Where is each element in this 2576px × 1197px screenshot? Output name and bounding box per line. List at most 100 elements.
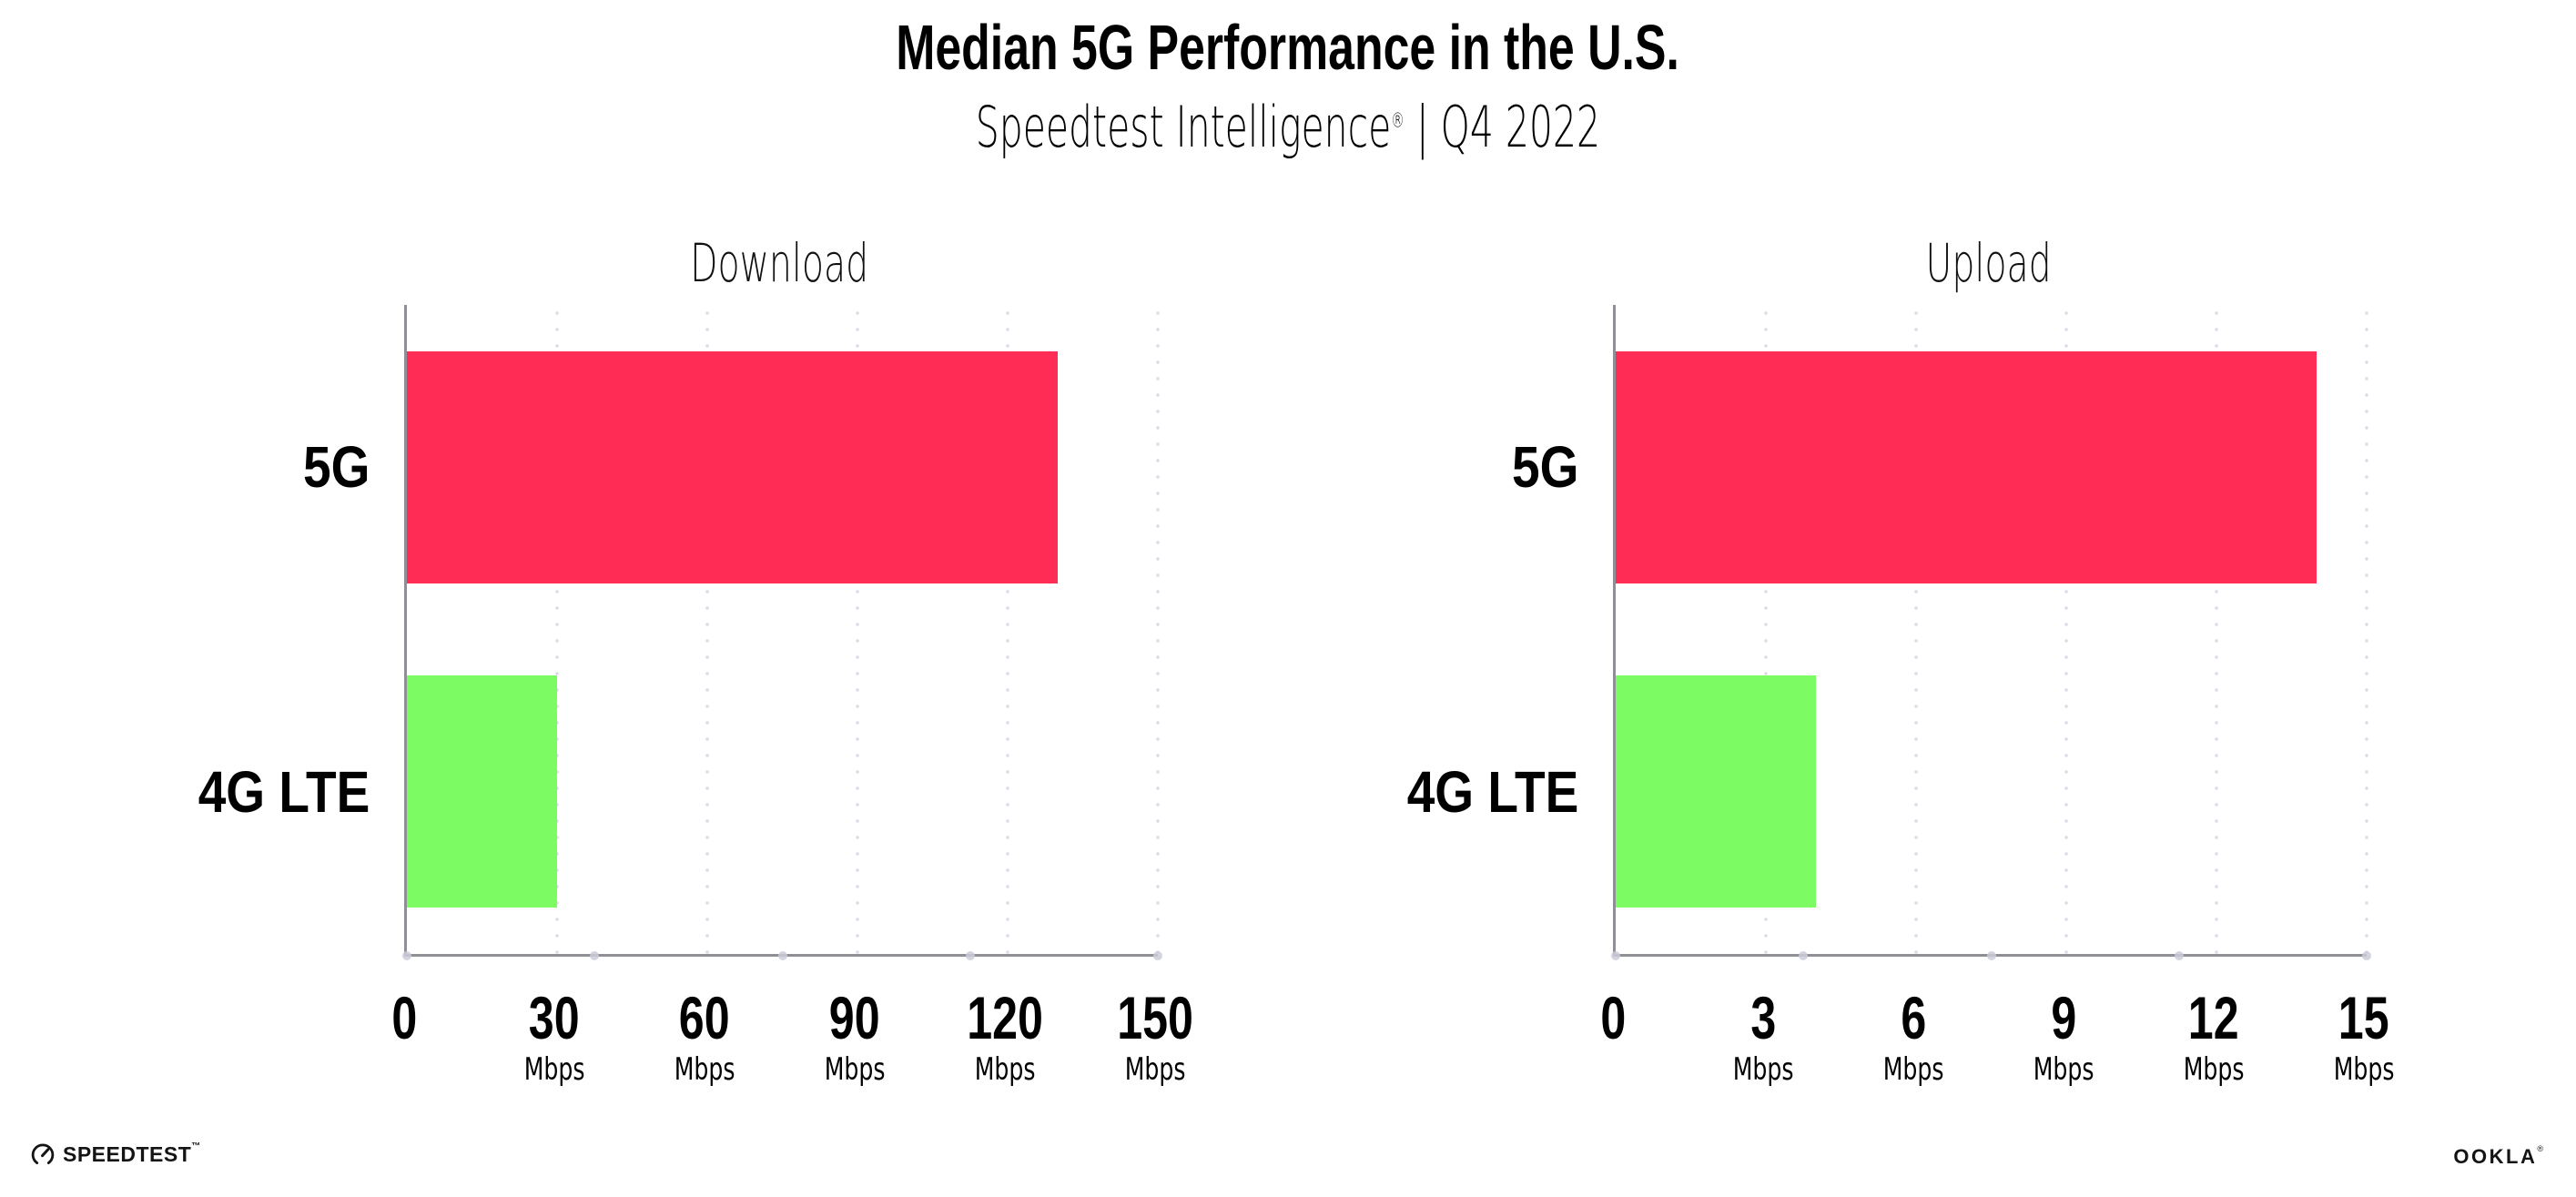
axis-tick-dot — [1986, 951, 1996, 960]
x-tick-unit: Mbps — [718, 1051, 991, 1089]
y-axis-label-text: 4G LTE — [198, 758, 370, 825]
upload-chart-title-text: Upload — [1925, 232, 2052, 294]
gridline-15 — [2365, 305, 2368, 954]
x-tick-value-text: 90 — [829, 984, 880, 1051]
x-tick-9: 9 Mbps — [1927, 954, 2200, 1088]
page-subtitle: Speedtest Intelligence® | Q4 2022 — [0, 95, 2576, 159]
x-tick-unit-text: Mbps — [974, 1051, 1036, 1089]
page-subtitle-text: Speedtest Intelligence® | Q4 2022 — [976, 95, 1600, 159]
download-chart: Download 5G 4G LTE 0 30 Mbps 60 Mbps 90 Mbps 120… — [91, 221, 1193, 1109]
upload-y-axis-labels: 5G 4G LTE — [1300, 305, 1613, 954]
x-tick-value: 150 — [1019, 986, 1292, 1050]
x-tick-unit: Mbps — [418, 1051, 691, 1089]
download-x-axis: 0 30 Mbps 60 Mbps 90 Mbps 120 Mbps 150 Mbps — [391, 954, 1193, 1109]
upload-chart-body: 5G 4G LTE — [1300, 305, 2371, 960]
x-tick-unit-text: Mbps — [1732, 1051, 1794, 1089]
x-tick-value-text: 60 — [679, 984, 730, 1051]
x-tick-unit-text: Mbps — [674, 1051, 735, 1089]
x-tick-unit: Mbps — [1927, 1051, 2200, 1089]
x-tick-30: 30 Mbps — [418, 954, 691, 1088]
axis-tick-dot — [965, 951, 975, 960]
axis-tick-dot — [1611, 951, 1620, 960]
x-tick-90: 90 Mbps — [718, 954, 991, 1088]
x-tick-value: 9 — [1927, 984, 2200, 1051]
registered-mark: ® — [1391, 109, 1405, 133]
x-tick-value-text: 15 — [2338, 984, 2389, 1051]
y-axis-label-5g: 5G — [91, 305, 404, 630]
x-tick-60: 60 Mbps — [568, 954, 841, 1088]
download-chart-title-text: Download — [690, 232, 869, 294]
x-tick-120: 120 Mbps — [868, 954, 1141, 1088]
x-tick-unit: Mbps — [1777, 1052, 2050, 1087]
speedtest-logo-text: SPEEDTEST™ — [63, 1141, 201, 1167]
y-axis-label-4g-lte: 4G LTE — [1300, 630, 1613, 955]
x-tick-value: 30 — [418, 984, 691, 1051]
axis-tick-dot — [1153, 951, 1162, 960]
x-tick-0: 0 — [268, 954, 541, 1050]
download-plot-area — [402, 305, 1162, 960]
y-axis-label-text: 5G — [1511, 434, 1578, 501]
y-axis-label-text: 5G — [302, 434, 370, 501]
gridline-6 — [1914, 305, 1918, 954]
subtitle-brand: Speedtest Intelligence — [975, 94, 1392, 160]
x-tick-value: 60 — [568, 984, 841, 1051]
y-axis-label-5g: 5G — [1300, 305, 1613, 630]
download-y-axis-labels: 5G 4G LTE — [91, 305, 404, 954]
ookla-logo-text: OOKLA — [2453, 1145, 2538, 1168]
x-tick-6: 6 Mbps — [1777, 954, 2050, 1088]
axis-tick-dot — [2362, 951, 2371, 960]
page-title-text: Median 5G Performance in the U.S. — [896, 12, 1680, 83]
x-tick-unit-text: Mbps — [824, 1051, 886, 1089]
x-tick-unit-text: Mbps — [523, 1051, 585, 1089]
bar-5g — [1616, 350, 2317, 583]
x-tick-150: 150 Mbps — [1019, 954, 1292, 1088]
x-tick-unit-text: Mbps — [2033, 1051, 2094, 1089]
axis-tick-dot — [777, 951, 787, 960]
ookla-registered-mark: ® — [2537, 1144, 2543, 1153]
x-tick-15: 15 Mbps — [2227, 954, 2500, 1088]
subtitle-period: | Q4 2022 — [1404, 94, 1601, 160]
x-tick-value: 0 — [1476, 984, 1749, 1051]
x-tick-value-text: 120 — [967, 984, 1043, 1051]
gridline-12 — [2215, 305, 2218, 954]
x-tick-value-text: 0 — [391, 984, 417, 1051]
ookla-logo: OOKLA® — [2453, 1145, 2543, 1169]
gridline-150 — [1156, 305, 1160, 954]
gridline-9 — [2064, 305, 2068, 954]
x-tick-value-text: 30 — [529, 984, 580, 1051]
x-tick-unit-text: Mbps — [1124, 1051, 1186, 1089]
axis-tick-dot — [590, 951, 600, 960]
axis-tick-dot — [402, 951, 411, 960]
upload-plot-area — [1611, 305, 2371, 960]
x-tick-unit: Mbps — [568, 1051, 841, 1089]
axis-tick-dot — [2174, 951, 2184, 960]
gridline-90 — [856, 305, 859, 954]
gridline-30 — [555, 305, 559, 954]
x-tick-value: 120 — [868, 984, 1141, 1051]
x-tick-unit: Mbps — [2227, 1052, 2500, 1087]
x-tick-value: 3 — [1627, 986, 1900, 1050]
y-axis-label-text: 4G LTE — [1406, 758, 1578, 825]
x-tick-value: 15 — [2227, 984, 2500, 1051]
bar-4g-lte — [407, 675, 557, 908]
x-tick-unit: Mbps — [1019, 1051, 1292, 1089]
x-tick-unit: Mbps — [1627, 1051, 1900, 1089]
bar-5g — [407, 350, 1058, 583]
page-title: Median 5G Performance in the U.S. — [0, 11, 2576, 85]
x-tick-value-text: 9 — [2051, 984, 2076, 1051]
gridline-60 — [705, 305, 709, 954]
x-tick-value-text: 12 — [2188, 984, 2239, 1051]
x-tick-value: 0 — [268, 984, 541, 1051]
download-chart-body: 5G 4G LTE — [91, 305, 1162, 960]
x-tick-unit: Mbps — [2077, 1052, 2350, 1087]
x-tick-value: 90 — [718, 984, 991, 1051]
download-chart-title: Download — [404, 221, 1155, 305]
speedtest-wordmark: SPEEDTEST — [63, 1141, 192, 1166]
gridline-3 — [1764, 305, 1768, 954]
x-tick-value-text: 0 — [1600, 984, 1626, 1051]
bar-4g-lte — [1616, 675, 1816, 908]
x-tick-value: 12 — [2077, 984, 2350, 1051]
x-tick-value-text: 6 — [1901, 984, 1926, 1051]
upload-x-axis: 0 3 Mbps 6 Mbps 9 Mbps 12 Mbps 15 Mbps — [1600, 954, 2394, 1109]
